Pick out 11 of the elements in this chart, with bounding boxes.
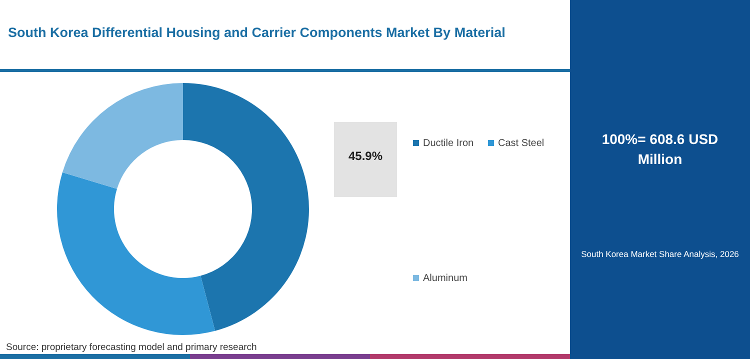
text: South Korea Market Share Analysis, 2026 — [581, 249, 740, 259]
donut-slice — [62, 83, 183, 189]
chart-title: South Korea Differential Housing and Carrier Components Market By Material — [8, 25, 506, 40]
text: 100%= 608.6 USD Million — [602, 131, 718, 167]
legend-label: Aluminum — [423, 273, 468, 284]
source-note: Source: proprietary forecasting model and primary research — [6, 342, 257, 353]
data-label: 45.9% — [348, 149, 383, 163]
donut-slice — [57, 172, 216, 335]
legend-label: Ductile Iron — [423, 138, 474, 149]
legend-label: Cast Steel — [498, 138, 544, 149]
donut-slice — [183, 83, 309, 331]
